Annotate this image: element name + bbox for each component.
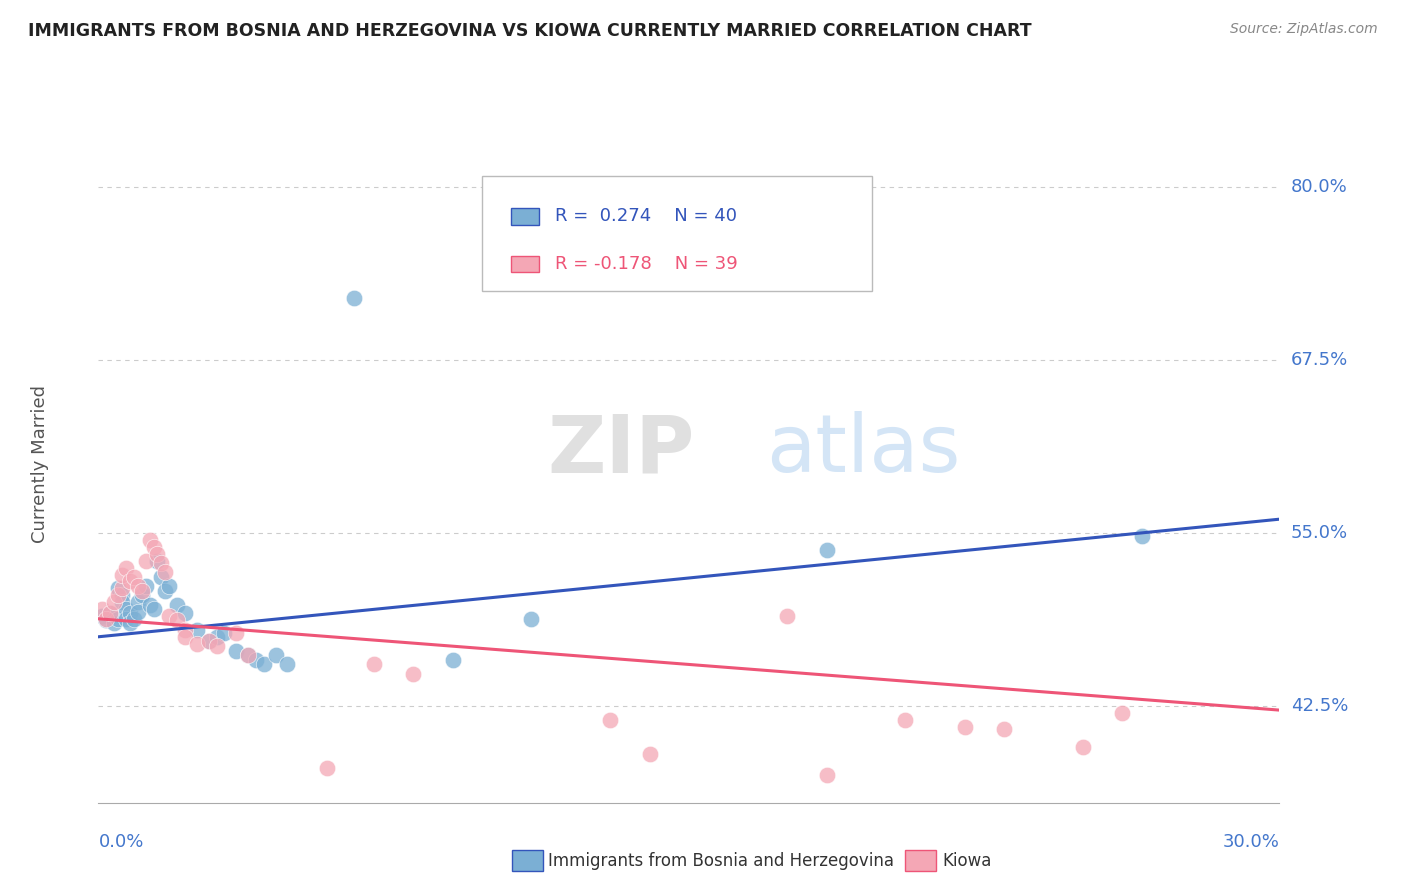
Text: atlas: atlas — [766, 411, 960, 490]
Point — [111, 595, 134, 609]
Point — [111, 588, 134, 602]
Point — [236, 648, 259, 662]
FancyBboxPatch shape — [510, 208, 538, 225]
Point — [253, 657, 276, 672]
Point — [107, 612, 129, 626]
Point — [214, 625, 236, 640]
Text: R =  0.274    N = 40: R = 0.274 N = 40 — [555, 208, 738, 226]
Point — [276, 657, 298, 672]
Point — [157, 609, 180, 624]
Point — [118, 607, 141, 621]
Point — [166, 613, 188, 627]
Point — [186, 623, 208, 637]
Point — [815, 542, 838, 557]
Point — [150, 570, 173, 584]
Text: Kiowa: Kiowa — [942, 852, 991, 870]
Point — [107, 588, 129, 602]
Point — [599, 713, 621, 727]
Point — [131, 584, 153, 599]
Point — [131, 588, 153, 602]
Point — [225, 643, 247, 657]
Point — [174, 623, 197, 637]
Text: 42.5%: 42.5% — [1291, 697, 1348, 715]
Point — [343, 291, 366, 305]
Point — [174, 630, 197, 644]
Point — [96, 613, 118, 627]
Text: Source: ZipAtlas.com: Source: ZipAtlas.com — [1230, 22, 1378, 37]
Point — [111, 582, 134, 596]
Point — [1071, 740, 1094, 755]
Point — [205, 640, 228, 654]
Point — [1111, 706, 1133, 720]
Point — [993, 723, 1015, 737]
Point — [197, 634, 219, 648]
Point — [441, 653, 464, 667]
Point — [96, 612, 118, 626]
Point — [315, 761, 337, 775]
Point — [638, 747, 661, 762]
Point — [155, 584, 177, 599]
Point — [135, 554, 157, 568]
Point — [264, 648, 287, 662]
Text: ZIP: ZIP — [547, 411, 695, 490]
Point — [98, 607, 121, 621]
Text: 55.0%: 55.0% — [1291, 524, 1348, 542]
Point — [138, 533, 160, 547]
Point — [776, 609, 799, 624]
Point — [107, 582, 129, 596]
Text: Currently Married: Currently Married — [31, 384, 49, 543]
Point — [186, 637, 208, 651]
Point — [236, 648, 259, 662]
Point — [225, 625, 247, 640]
Point — [135, 578, 157, 592]
Point — [205, 630, 228, 644]
Point — [363, 657, 385, 672]
Point — [815, 768, 838, 782]
Point — [142, 602, 165, 616]
Text: 0.0%: 0.0% — [98, 833, 143, 851]
Point — [115, 612, 138, 626]
Point — [115, 602, 138, 616]
Point — [146, 554, 169, 568]
Point — [138, 598, 160, 612]
Point — [157, 578, 180, 592]
Point — [122, 612, 145, 626]
Text: R = -0.178    N = 39: R = -0.178 N = 39 — [555, 255, 738, 273]
Point — [146, 547, 169, 561]
Point — [953, 720, 976, 734]
Point — [98, 607, 121, 621]
FancyBboxPatch shape — [482, 176, 872, 291]
Point — [245, 653, 267, 667]
Point — [115, 560, 138, 574]
Point — [118, 615, 141, 630]
Point — [520, 612, 543, 626]
Point — [111, 567, 134, 582]
Point — [91, 602, 114, 616]
FancyBboxPatch shape — [510, 256, 538, 272]
Point — [127, 578, 149, 592]
Text: 67.5%: 67.5% — [1291, 351, 1348, 369]
Point — [118, 574, 141, 589]
Point — [127, 605, 149, 619]
Text: 30.0%: 30.0% — [1223, 833, 1279, 851]
Point — [127, 595, 149, 609]
Point — [1130, 529, 1153, 543]
Point — [91, 609, 114, 624]
Point — [150, 557, 173, 571]
Text: 80.0%: 80.0% — [1291, 178, 1347, 196]
Point — [103, 595, 125, 609]
Point — [103, 615, 125, 630]
Point — [197, 634, 219, 648]
Point — [174, 607, 197, 621]
Text: IMMIGRANTS FROM BOSNIA AND HERZEGOVINA VS KIOWA CURRENTLY MARRIED CORRELATION CH: IMMIGRANTS FROM BOSNIA AND HERZEGOVINA V… — [28, 22, 1032, 40]
Point — [142, 540, 165, 554]
Point — [122, 570, 145, 584]
Text: Immigrants from Bosnia and Herzegovina: Immigrants from Bosnia and Herzegovina — [548, 852, 894, 870]
Point — [402, 667, 425, 681]
Point — [155, 565, 177, 579]
Point — [166, 598, 188, 612]
Point — [894, 713, 917, 727]
